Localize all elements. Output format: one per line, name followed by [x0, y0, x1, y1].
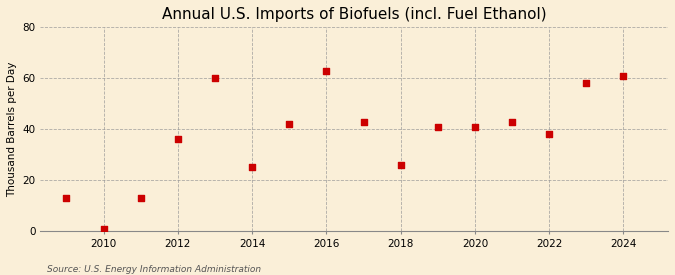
Point [173, 137, 184, 142]
Point [544, 132, 555, 136]
Point [618, 73, 629, 78]
Point [396, 163, 406, 167]
Point [358, 119, 369, 124]
Point [61, 196, 72, 200]
Text: Source: U.S. Energy Information Administration: Source: U.S. Energy Information Administ… [47, 265, 261, 274]
Point [136, 196, 146, 200]
Point [210, 76, 221, 81]
Point [581, 81, 592, 86]
Point [433, 125, 443, 129]
Point [284, 122, 295, 126]
Point [99, 226, 109, 231]
Title: Annual U.S. Imports of Biofuels (incl. Fuel Ethanol): Annual U.S. Imports of Biofuels (incl. F… [162, 7, 547, 22]
Point [247, 165, 258, 170]
Point [321, 68, 332, 73]
Point [507, 119, 518, 124]
Y-axis label: Thousand Barrels per Day: Thousand Barrels per Day [7, 62, 17, 197]
Point [470, 125, 481, 129]
